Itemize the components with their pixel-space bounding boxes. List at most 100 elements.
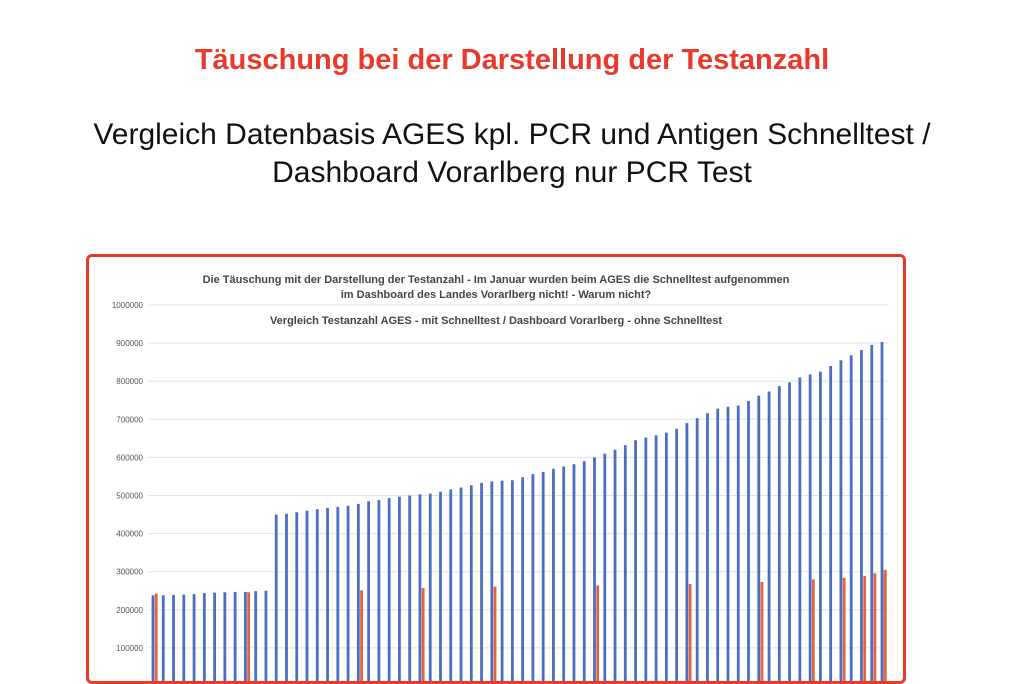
y-tick-label: 1000000	[112, 301, 144, 310]
bar-vorarlberg	[421, 588, 425, 681]
bar-ages	[439, 491, 442, 681]
bar-ages	[634, 440, 637, 681]
bar-ages	[870, 345, 874, 681]
y-tick-label: 900000	[116, 339, 143, 348]
bar-ages	[295, 512, 299, 681]
chart-frame: 1000000 900000 800000 700000 600000 500000 400…	[86, 254, 906, 684]
bar-vorarlberg	[811, 579, 815, 681]
bar-ages	[315, 509, 319, 681]
bar-ages	[377, 500, 381, 681]
bar-ages	[593, 457, 596, 681]
bar-ages	[736, 405, 740, 681]
bar-ages	[500, 480, 504, 681]
bar-ages	[223, 592, 227, 681]
bar-ages	[244, 591, 247, 681]
bar-ages	[172, 594, 175, 681]
y-tick-label: 400000	[116, 530, 143, 539]
bar-ages	[213, 592, 217, 681]
bar-ages	[285, 513, 288, 681]
page-subtitle: Vergleich Datenbasis AGES kpl. PCR und A…	[0, 116, 1024, 192]
bar-ages	[469, 485, 473, 681]
chart-title: Die Täuschung mit der Darstellung der Te…	[89, 273, 903, 303]
bar-ages	[151, 595, 155, 681]
bar-ages	[798, 377, 802, 681]
y-tick-label: 500000	[116, 492, 143, 501]
bar-ages	[408, 495, 412, 681]
bar-ages	[726, 406, 730, 681]
bar-ages	[603, 453, 607, 681]
y-tick-label: 800000	[116, 377, 143, 386]
bar-ages	[552, 468, 555, 681]
bar-ages	[839, 360, 843, 681]
bar-ages	[685, 423, 689, 681]
bar-ages	[449, 489, 453, 681]
bar-ages	[777, 386, 781, 681]
bar-ages	[767, 391, 771, 681]
bar-ages	[664, 432, 668, 681]
bar-ages	[788, 382, 791, 681]
bar-vorarlberg	[883, 569, 887, 681]
bar-vorarlberg	[873, 573, 877, 681]
bar-ages	[582, 461, 586, 681]
y-tick-label: 700000	[116, 415, 143, 424]
bar-ages	[510, 480, 514, 681]
bar-ages	[706, 413, 709, 681]
bar-ages	[849, 355, 853, 681]
bar-ages	[428, 493, 432, 681]
bar-ages	[305, 510, 309, 681]
bar-ages	[274, 514, 278, 681]
bar-ages	[233, 591, 237, 681]
bar-ages	[747, 401, 750, 681]
y-tick-label: 600000	[116, 453, 143, 462]
chart-title-line-2: im Dashboard des Landes Vorarlberg nicht…	[340, 289, 652, 301]
bar-ages	[562, 466, 566, 681]
bar-vorarlberg	[360, 590, 363, 681]
bar-ages	[182, 594, 186, 681]
bar-ages	[254, 591, 258, 681]
y-tick-label: 200000	[116, 606, 143, 615]
bar-ages	[202, 593, 206, 681]
bar-ages	[192, 594, 196, 681]
bar-ages	[264, 590, 268, 681]
bar-ages	[459, 487, 463, 681]
y-tick-label: 100000	[116, 644, 143, 653]
bar-ages	[880, 341, 884, 681]
bar-vorarlberg	[688, 583, 692, 681]
bar-ages	[808, 374, 812, 681]
bar-ages	[675, 428, 679, 681]
bar-ages	[490, 481, 494, 681]
bar-ages	[695, 418, 699, 681]
page-headline: Täuschung bei der Darstellung der Testan…	[194, 44, 830, 76]
chart-subtitle: Vergleich Testanzahl AGES - mit Schnellt…	[269, 315, 723, 327]
bar-ages	[398, 496, 401, 681]
bar-ages	[387, 498, 391, 681]
bar-vorarlberg	[247, 592, 251, 681]
page-subtitle-line-2: Dashboard Vorarlberg nur PCR Test	[272, 156, 752, 189]
bar-ages	[818, 371, 822, 681]
page-subtitle-line-1: Vergleich Datenbasis AGES kpl. PCR und A…	[93, 118, 931, 151]
bar-ages	[356, 503, 360, 681]
bar-ages	[346, 505, 350, 681]
bar-ages	[367, 501, 371, 681]
bar-ages	[161, 595, 165, 681]
bar-ages	[418, 494, 422, 681]
bar-ages	[613, 449, 617, 681]
bar-vorarlberg	[760, 581, 764, 681]
bar-ages	[716, 408, 720, 681]
bar-vorarlberg	[596, 585, 600, 681]
bar-ages	[860, 349, 863, 681]
bar-ages	[572, 464, 576, 681]
bar-ages	[521, 477, 525, 681]
bar-ages	[654, 435, 658, 681]
bar-ages	[336, 506, 340, 681]
bar-vorarlberg	[842, 577, 846, 681]
bar-ages	[541, 471, 545, 681]
bar-ages	[644, 437, 648, 681]
bar-ages	[326, 508, 329, 681]
bar-vorarlberg	[493, 586, 497, 681]
bar-ages	[829, 365, 833, 681]
y-tick-label: 300000	[116, 568, 143, 577]
bar-chart: 1000000 900000 800000 700000 600000 500000 400…	[112, 301, 889, 681]
chart-title-line-1: Die Täuschung mit der Darstellung der Te…	[202, 274, 790, 286]
bar-ages	[531, 474, 535, 681]
